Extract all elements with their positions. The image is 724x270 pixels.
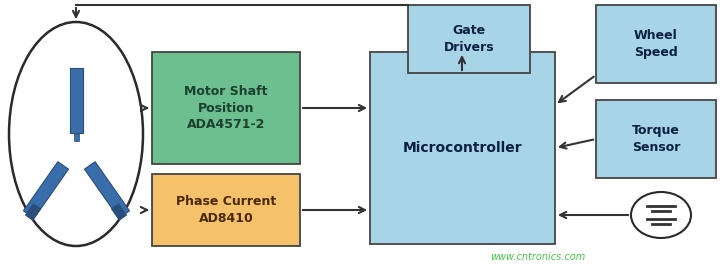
Text: Torque
Sensor: Torque Sensor xyxy=(632,124,680,154)
Ellipse shape xyxy=(9,22,143,246)
Polygon shape xyxy=(85,162,130,218)
Bar xyxy=(152,52,300,164)
Ellipse shape xyxy=(631,192,691,238)
Polygon shape xyxy=(25,204,41,220)
Bar xyxy=(370,52,555,244)
Bar xyxy=(152,174,300,246)
Bar xyxy=(596,5,716,83)
Bar xyxy=(596,100,716,178)
Polygon shape xyxy=(23,162,69,218)
Text: Wheel
Speed: Wheel Speed xyxy=(634,29,678,59)
Bar xyxy=(408,5,530,73)
Polygon shape xyxy=(111,204,127,220)
Text: Microcontroller: Microcontroller xyxy=(403,141,522,155)
Text: Phase Current
AD8410: Phase Current AD8410 xyxy=(176,195,276,225)
Text: Motor Shaft
Position
ADA4571-2: Motor Shaft Position ADA4571-2 xyxy=(184,85,268,131)
Text: Gate
Drivers: Gate Drivers xyxy=(444,24,494,54)
Polygon shape xyxy=(70,68,83,133)
Polygon shape xyxy=(74,133,78,140)
Text: www.cntronics.com: www.cntronics.com xyxy=(490,252,585,262)
